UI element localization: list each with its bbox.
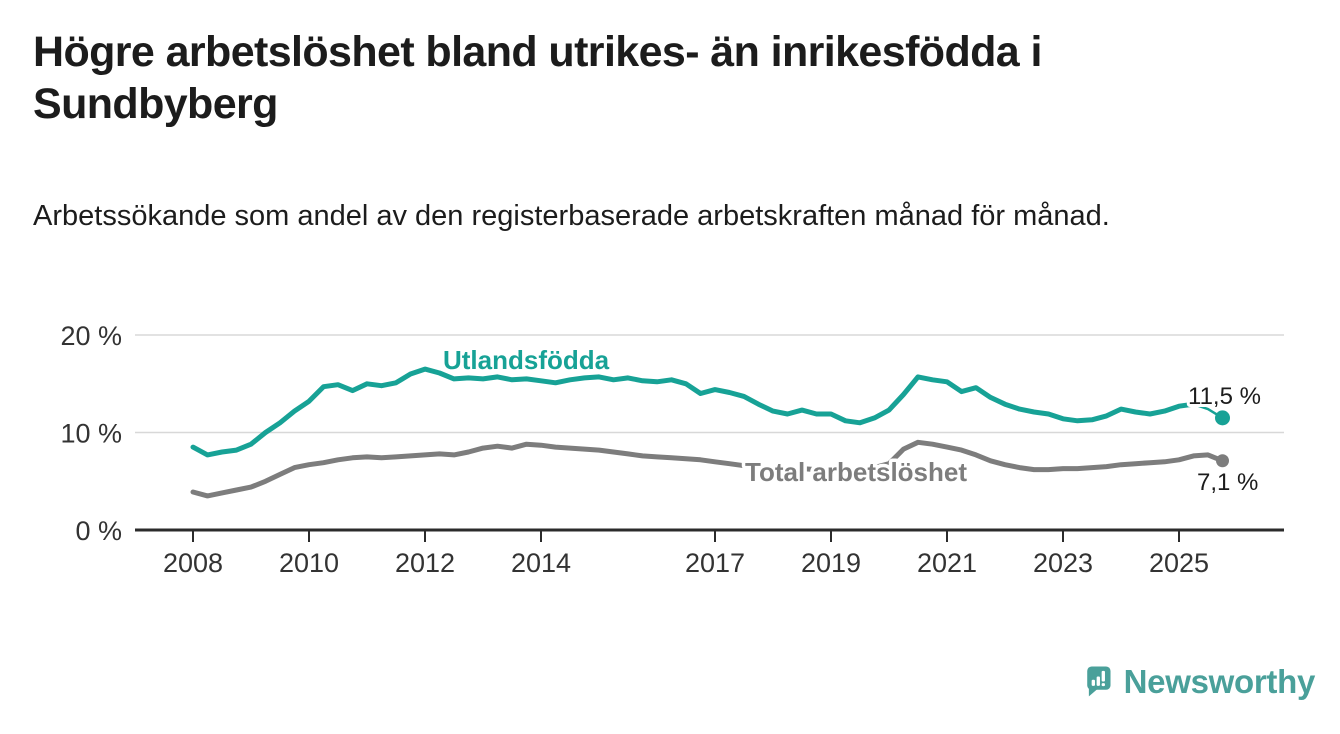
x-tick-label: 2014 bbox=[511, 548, 571, 578]
x-tick-label: 2025 bbox=[1149, 548, 1209, 578]
x-tick-label: 2021 bbox=[917, 548, 977, 578]
line-chart: 20 % 10 % 0 % 2008 2010 2012 2014 2017 2019 2021 2… bbox=[60, 321, 1284, 578]
series-end-dot-total-arbetsloshet bbox=[1216, 454, 1229, 468]
series-end-dot-utlandsfodda bbox=[1215, 410, 1230, 426]
y-tick-label: 0 % bbox=[75, 516, 122, 546]
x-tick-label: 2010 bbox=[279, 548, 339, 578]
series-label-utlandsfodda: Utlandsfödda bbox=[443, 345, 610, 375]
x-tick-label: 2017 bbox=[685, 548, 745, 578]
series-label-total-arbetsloshet: Total arbetslöshet bbox=[745, 457, 967, 487]
page-title: Högre arbetslöshet bland utrikes- än inr… bbox=[33, 28, 1042, 129]
y-tick-label: 10 % bbox=[60, 419, 122, 449]
chart-subtitle: Arbetssökande som andel av den registerb… bbox=[33, 200, 1110, 232]
end-value-label-utlandsfodda: 11,5 % bbox=[1188, 383, 1261, 410]
y-tick-label: 20 % bbox=[60, 321, 122, 351]
x-tick-label: 2019 bbox=[801, 548, 861, 578]
x-tick-label: 2023 bbox=[1033, 548, 1093, 578]
series-line-utlandsfodda bbox=[190, 366, 1196, 458]
x-tick-label: 2008 bbox=[163, 548, 223, 578]
newsworthy-logo[interactable]: Newsworthy bbox=[1085, 652, 1315, 712]
newsworthy-logo-text: Newsworthy bbox=[1123, 663, 1316, 700]
series-line-total-arbetsloshet bbox=[190, 439, 1225, 499]
end-value-label-total-arbetsloshet: 7,1 % bbox=[1197, 469, 1258, 496]
newsworthy-logo-icon bbox=[1087, 666, 1111, 697]
x-tick-label: 2012 bbox=[395, 548, 455, 578]
